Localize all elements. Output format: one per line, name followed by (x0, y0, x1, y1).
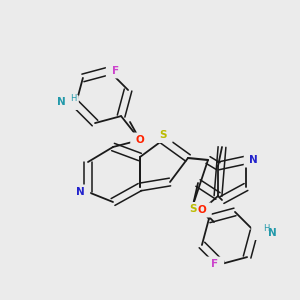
Text: N: N (57, 98, 66, 107)
Text: N: N (249, 155, 258, 165)
Text: F: F (112, 66, 119, 76)
Text: S: S (159, 130, 167, 140)
FancyBboxPatch shape (71, 184, 90, 200)
FancyBboxPatch shape (183, 202, 203, 217)
Text: N: N (76, 187, 85, 197)
FancyBboxPatch shape (106, 63, 125, 78)
FancyBboxPatch shape (153, 128, 173, 143)
FancyBboxPatch shape (244, 152, 263, 167)
FancyBboxPatch shape (251, 225, 280, 240)
FancyBboxPatch shape (50, 95, 79, 110)
Text: S: S (189, 205, 197, 214)
Text: O: O (136, 135, 144, 145)
FancyBboxPatch shape (130, 133, 150, 148)
Text: H: H (70, 94, 76, 103)
Text: N: N (268, 227, 277, 238)
FancyBboxPatch shape (205, 256, 224, 272)
FancyBboxPatch shape (192, 202, 212, 217)
Text: H: H (263, 224, 269, 232)
Text: F: F (211, 259, 218, 269)
Text: O: O (198, 205, 206, 215)
